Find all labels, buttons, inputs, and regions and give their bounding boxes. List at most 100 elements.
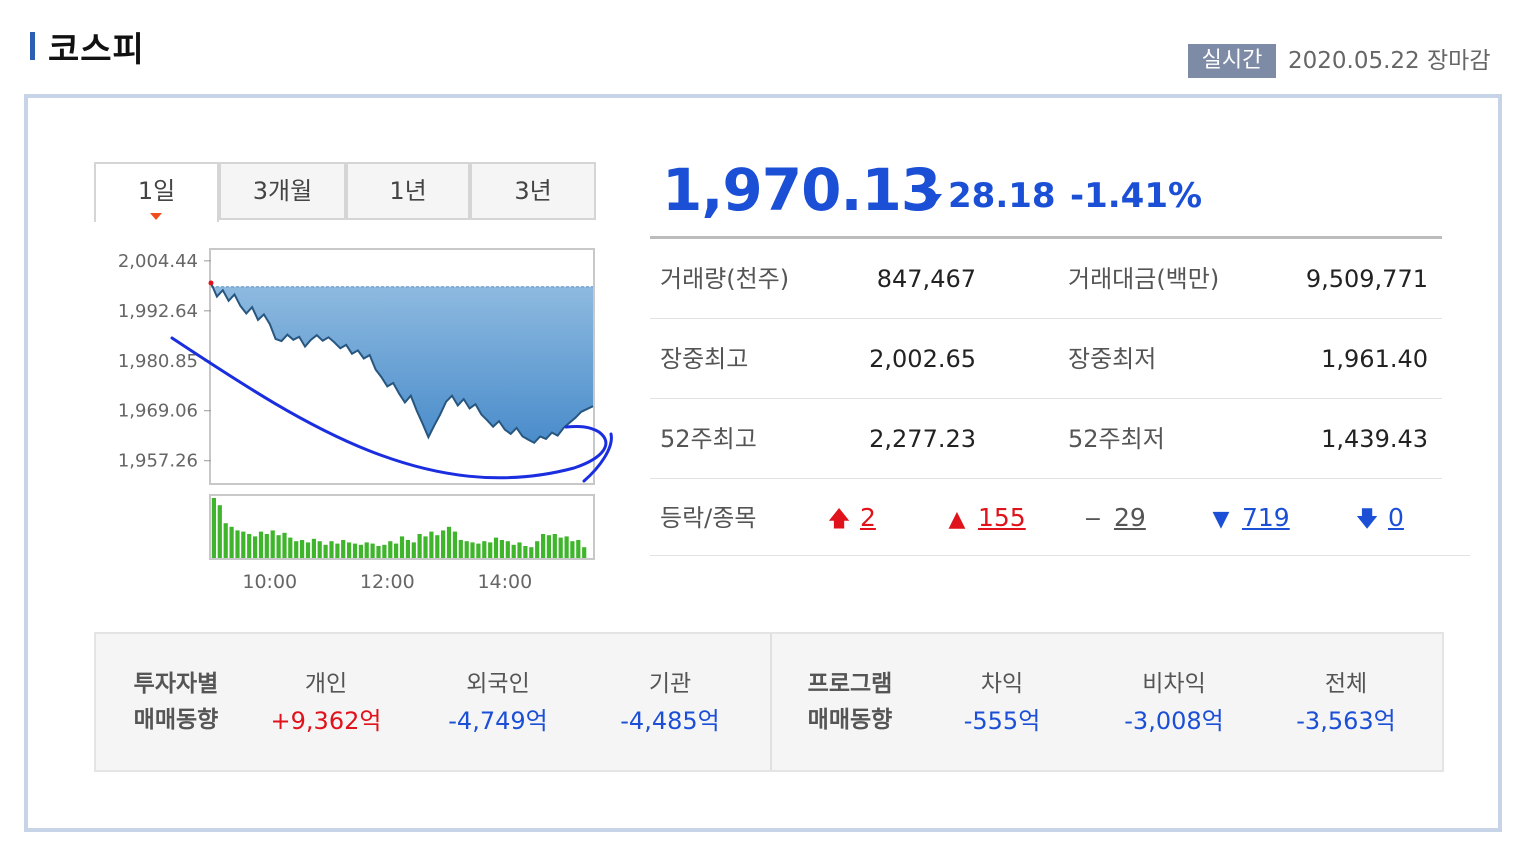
volume-bar (452, 531, 457, 558)
y-tick-label: 1,992.64 (118, 301, 198, 322)
volume-bar (258, 531, 264, 558)
intraday-chart[interactable]: 2,004.44 1,992.64 1,980.85 1,969.06 1,957.26… (94, 248, 614, 598)
volume-bar (558, 537, 563, 558)
volume-bar (476, 543, 481, 558)
volume-bar (388, 541, 393, 558)
volume-bar (576, 540, 581, 558)
volume-bar (376, 546, 381, 558)
volume-bar (329, 541, 334, 558)
program-total: 전체 -3,563억 (1296, 671, 1396, 735)
stat-value: 2,002.65 (869, 345, 976, 373)
volume-bar (364, 542, 369, 558)
price-area-fill (211, 283, 593, 443)
tab-1day[interactable]: 1일 (94, 162, 219, 222)
volume-bar (564, 536, 569, 558)
volume-bar (305, 542, 311, 558)
stat-label: 거래량(천주) (660, 265, 790, 293)
open-point (208, 280, 214, 286)
volume-bar (229, 526, 234, 558)
volume-bar (394, 543, 399, 558)
market-date: 2020.05.22 장마감 (1288, 48, 1491, 74)
volume-bar (217, 505, 222, 558)
investor-divider (770, 634, 772, 770)
volume-bar (446, 526, 452, 558)
tab-3years[interactable]: 3년 (470, 162, 596, 220)
volume-bar (523, 546, 528, 558)
volume-bar (370, 543, 375, 558)
stats-row-volume: 거래량(천주) 847,467 거래대금(백만) 9,509,771 (650, 239, 1442, 319)
volume-bar (541, 534, 546, 558)
stat-label: 거래대금(백만) (1068, 265, 1220, 293)
volume-bar (505, 541, 510, 558)
y-tick-label: 1,957.26 (118, 451, 198, 472)
stats-row-52week: 52주최고 2,277.23 52주최저 1,439.43 (650, 399, 1442, 479)
upper-limit-count[interactable]: 🡅 2 (826, 480, 876, 556)
volume-bar (535, 541, 540, 558)
volume-bar (470, 542, 475, 558)
volume-bar (493, 537, 499, 558)
volume-bar (264, 534, 269, 558)
advance-count[interactable]: ▲ 155 (944, 480, 1026, 556)
volume-bar (570, 541, 575, 558)
hand-drawn-annotation-curve (170, 336, 613, 483)
x-tick-label: 10:00 (242, 571, 297, 593)
volume-bar (464, 541, 469, 558)
volume-bar (435, 535, 440, 558)
volume-bar (482, 541, 487, 558)
volume-bar (300, 540, 305, 558)
investor-individual: 개인 +9,362억 (270, 671, 382, 735)
realtime-badge: 실시간 (1188, 44, 1276, 78)
advance-decline-row: 등락/종목 🡅 2 ▲ 155 −29 ▼ 719 🡇 0 (650, 480, 1470, 556)
volume-bar (411, 542, 416, 558)
volume-bar (352, 543, 358, 558)
tab-1year[interactable]: 1년 (346, 162, 470, 220)
down-triangle-icon: ▼ (1212, 507, 1230, 532)
index-value: 1,970.13 (662, 156, 941, 224)
upper-limit-arrow-icon: 🡅 (827, 507, 851, 532)
volume-bar (488, 542, 493, 558)
program-arbitrage: 차익 -555억 (963, 671, 1041, 735)
stat-value: 9,509,771 (1305, 265, 1428, 293)
volume-bar (552, 534, 557, 558)
volume-bar (241, 531, 246, 558)
volume-bar (429, 531, 434, 558)
stats-row-intraday: 장중최고 2,002.65 장중최저 1,961.40 (650, 319, 1442, 399)
volume-bar (358, 544, 363, 558)
volume-bar (235, 530, 240, 558)
stat-label: 장중최저 (1068, 345, 1157, 373)
active-tab-pointer-icon (150, 213, 162, 220)
program-section-heading: 프로그램 매매동향 (807, 671, 893, 733)
price-line (210, 282, 594, 445)
stat-value: 2,277.23 (869, 425, 976, 453)
investor-institution: 기관 -4,485억 (620, 671, 720, 735)
up-triangle-icon: ▲ (948, 507, 966, 532)
investor-section-heading: 투자자별 매매동향 (133, 671, 219, 733)
dash-icon: − (1083, 507, 1103, 532)
advance-decline-label: 등락/종목 (660, 504, 757, 532)
period-tabs: 1일 3개월 1년 3년 (94, 162, 596, 222)
stat-label: 52주최저 (1068, 425, 1165, 453)
stat-value: 847,467 (876, 265, 976, 293)
volume-bar (294, 541, 299, 558)
volume-bar (311, 538, 316, 558)
volume-bar (382, 544, 387, 558)
volume-bar (223, 523, 228, 558)
tab-3months[interactable]: 3개월 (219, 162, 346, 220)
decline-count[interactable]: ▼ 719 (1208, 480, 1290, 556)
unchanged-count[interactable]: −29 (1080, 480, 1146, 556)
volume-bar (323, 544, 328, 558)
volume-bar (211, 498, 216, 558)
stat-label: 장중최고 (660, 345, 749, 373)
down-triangle-icon (924, 194, 942, 206)
lower-limit-arrow-icon: 🡇 (1355, 507, 1379, 532)
kospi-panel: 1일 3개월 1년 3년 2,004.44 1,992.64 1,980.85 1,9… (24, 94, 1502, 832)
lower-limit-count[interactable]: 🡇 0 (1354, 480, 1404, 556)
index-change: 28.18 (948, 176, 1056, 216)
volume-bar (317, 541, 322, 558)
index-change-rate: -1.41% (1070, 176, 1203, 216)
volume-bar (347, 542, 352, 558)
volume-bar (288, 537, 293, 558)
volume-bar (499, 540, 504, 558)
volume-bar (511, 544, 516, 558)
program-non-arbitrage: 비차익 -3,008억 (1124, 671, 1224, 735)
